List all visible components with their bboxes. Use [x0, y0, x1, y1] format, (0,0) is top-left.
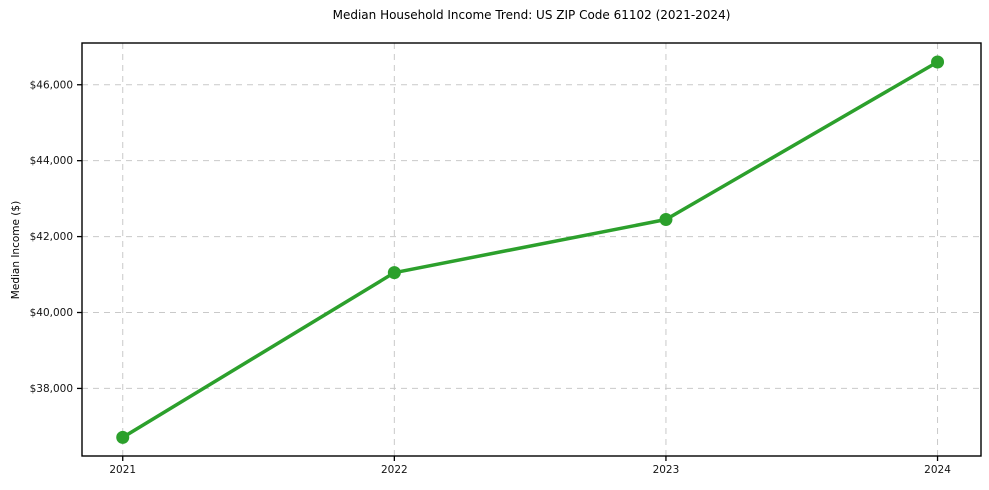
- trend-line: [120, 60, 940, 440]
- y-tick-label: $46,000: [30, 79, 73, 91]
- x-tick-label: 2023: [653, 464, 680, 476]
- x-tick-label: 2024: [924, 464, 951, 476]
- x-tick-label: 2022: [381, 464, 408, 476]
- data-point-2022[interactable]: [387, 266, 401, 280]
- x-tick-label: 2021: [109, 464, 136, 476]
- plot-border: [81, 42, 982, 457]
- y-tick-label: $38,000: [30, 383, 73, 395]
- data-point-2024[interactable]: [931, 55, 945, 69]
- y-tick-label: $40,000: [30, 307, 73, 319]
- chart-title: Median Household Income Trend: US ZIP Co…: [332, 8, 731, 22]
- data-point-2023[interactable]: [659, 213, 673, 227]
- y-tick-label: $44,000: [30, 155, 73, 167]
- data-point-2021[interactable]: [116, 430, 130, 444]
- y-tick-label: $42,000: [30, 231, 73, 243]
